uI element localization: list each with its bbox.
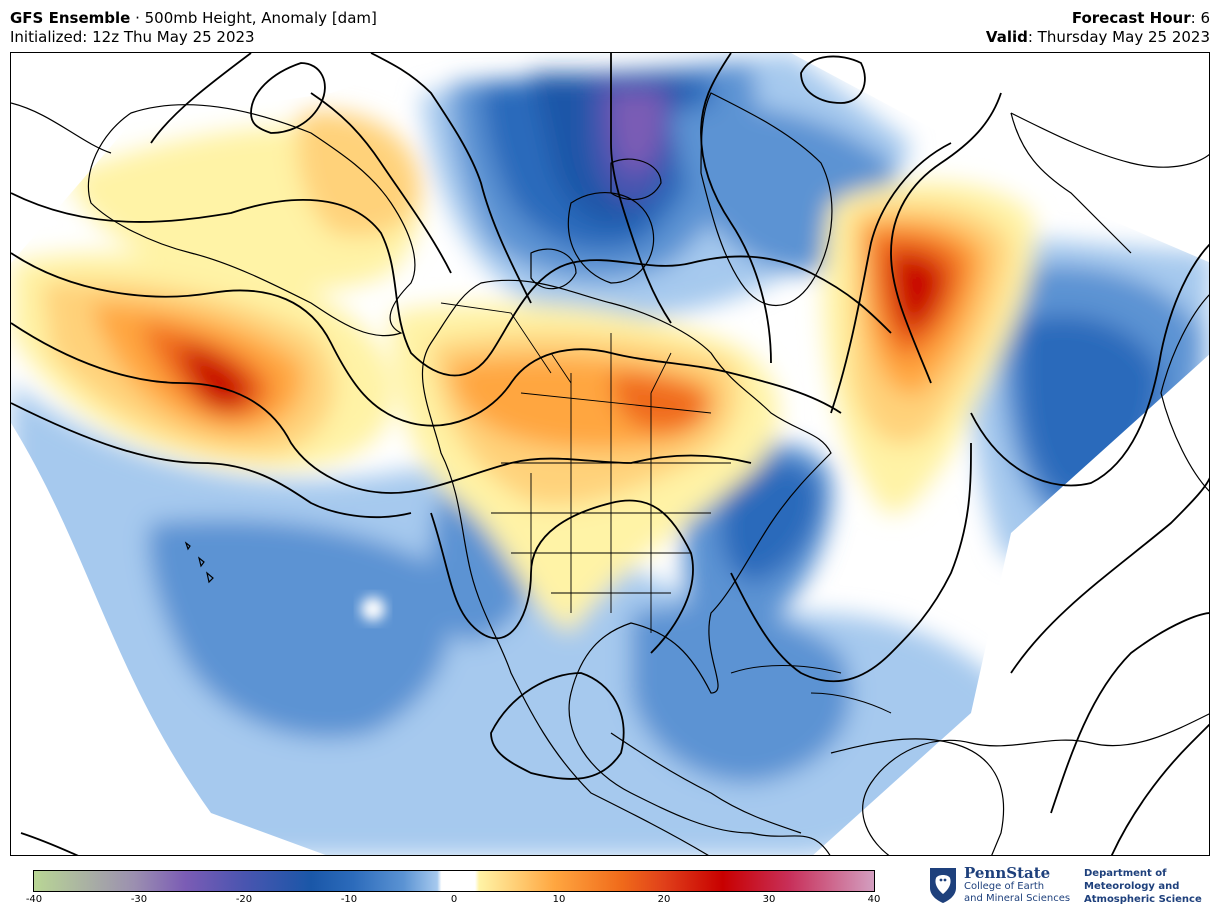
dept-line1: Department of <box>1084 868 1167 879</box>
valid-label: Valid <box>985 28 1028 46</box>
map-canvas <box>11 53 1209 855</box>
anomaly-map <box>10 52 1210 856</box>
colorbar-gradient <box>33 870 875 892</box>
colorbar-tick-label: 20 <box>657 894 671 905</box>
valid-time: Valid: Thursday May 25 2023 <box>986 28 1210 47</box>
dept-line3: Atmospheric Science <box>1084 894 1202 905</box>
colorbar-tick-label: 30 <box>762 894 776 905</box>
forecast-hour: Forecast Hour: 6 <box>1072 9 1210 28</box>
colorbar-tick-label: 40 <box>867 894 881 905</box>
colorbar-tick-label: -20 <box>235 894 253 905</box>
coastlines <box>11 92 1209 855</box>
psu-shield-icon <box>930 868 956 903</box>
dept-line2: Meteorology and <box>1084 881 1180 892</box>
colorbar: -40 -30 -20 -10 0 10 20 30 40 <box>26 870 880 910</box>
psu-college-line1: College of Earth <box>964 881 1045 892</box>
valid-value: : Thursday May 25 2023 <box>1027 28 1210 46</box>
colorbar-tick-label: -30 <box>130 894 148 905</box>
colorbar-tick-label: 10 <box>552 894 566 905</box>
colorbar-tick-label: -10 <box>340 894 358 905</box>
product-name: · 500mb Height, Anomaly [dam] <box>130 9 377 27</box>
colorbar-tick-label: -40 <box>25 894 43 905</box>
forecast-hour-label: Forecast Hour <box>1071 9 1191 27</box>
colorbar-tick-label: 0 <box>450 894 458 905</box>
psu-college-line2: and Mineral Sciences <box>964 893 1071 904</box>
map-title: GFS Ensemble · 500mb Height, Anomaly [da… <box>10 9 377 28</box>
psu-logo: PennState College of Earth and Mineral S… <box>928 864 1208 912</box>
anomaly-shading <box>11 53 1209 855</box>
height-contours <box>11 53 1209 855</box>
model-name: GFS Ensemble <box>10 9 131 27</box>
psu-name: PennState <box>964 864 1051 882</box>
init-time: Initialized: 12z Thu May 25 2023 <box>10 28 255 46</box>
forecast-hour-value: : 6 <box>1190 9 1210 27</box>
